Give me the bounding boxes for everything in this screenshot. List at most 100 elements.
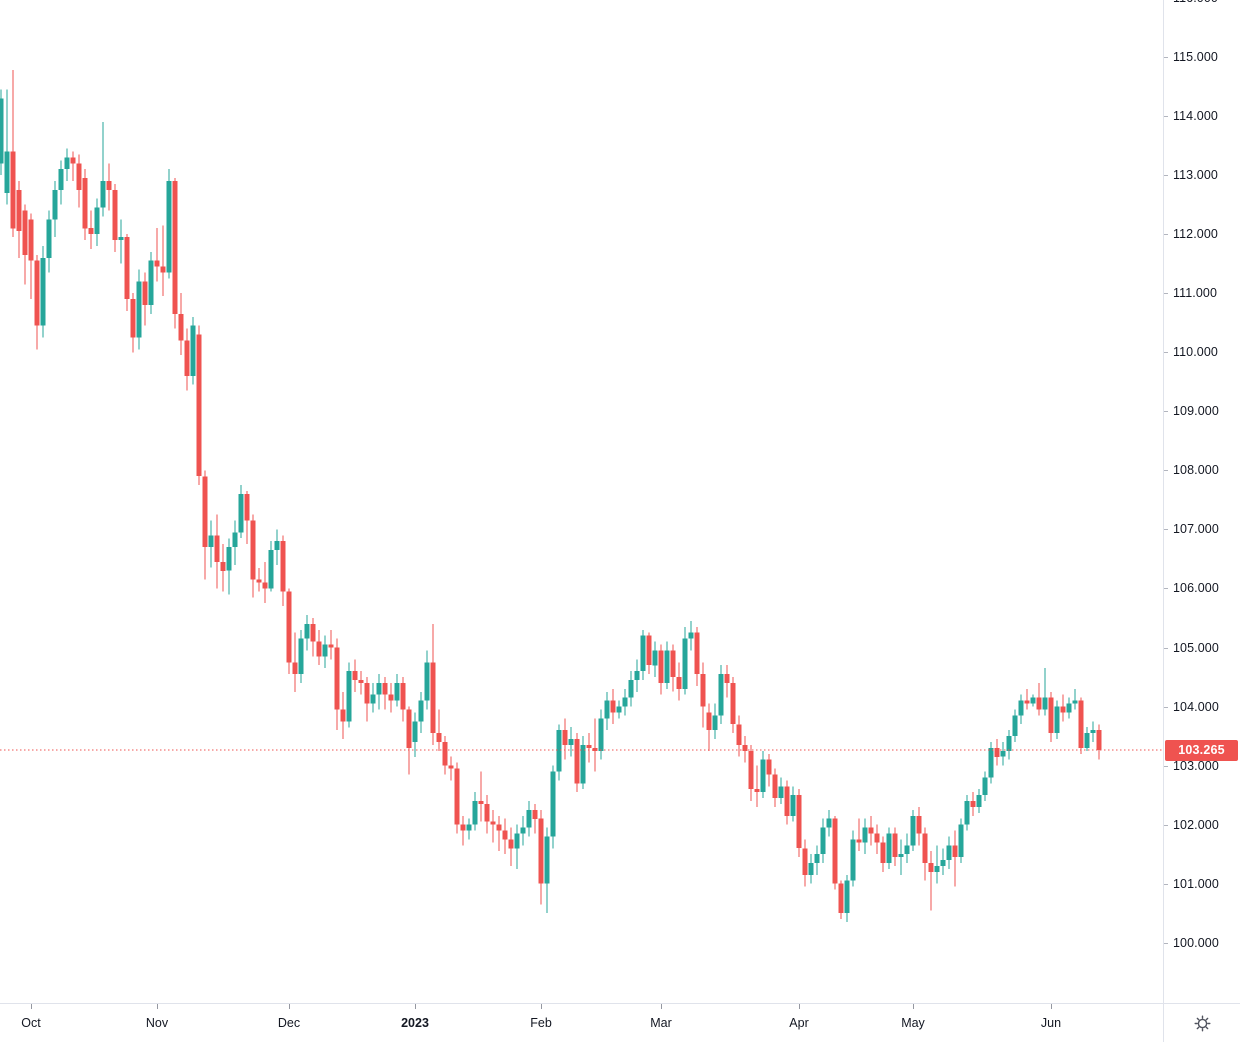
candle-2023-02-24 <box>640 629 646 680</box>
candle-2023-05-03 <box>922 827 928 881</box>
candle-2023-01-03 <box>412 712 418 757</box>
candle-2022-10-28 <box>142 272 148 326</box>
candle-2023-01-13 <box>460 815 466 846</box>
candle-2022-10-12 <box>70 151 76 181</box>
price-tick-label: 102.000 <box>1173 817 1219 832</box>
candle-2023-04-25 <box>886 827 892 869</box>
candle-2023-01-09 <box>436 709 442 751</box>
candle-2022-10-27 <box>136 269 142 350</box>
candle-2022-11-10 <box>196 325 202 486</box>
time-tick-label: 2023 <box>401 1016 429 1030</box>
candle-2022-12-29 <box>400 677 406 722</box>
candle-2023-01-26 <box>514 824 520 869</box>
candle-2023-02-06 <box>556 724 562 781</box>
price-tick-mark <box>1164 470 1168 472</box>
candle-2022-12-08 <box>316 629 322 666</box>
candle-2023-01-20 <box>490 809 496 843</box>
candle-2023-03-13 <box>706 703 712 751</box>
candle-2023-03-01 <box>658 644 664 695</box>
candle-2023-05-15 <box>970 792 976 816</box>
candle-2023-05-25 <box>1018 694 1024 725</box>
candle-2023-02-13 <box>586 733 592 763</box>
candle-2023-05-18 <box>988 742 994 784</box>
candle-2022-11-21 <box>238 485 244 539</box>
time-tick-mark <box>799 1004 800 1009</box>
settings-gear-icon[interactable] <box>1193 1014 1212 1033</box>
time-axis[interactable]: Oct Nov Dec 2023 Feb Mar Apr May Jun <box>0 1003 1163 1042</box>
candle-2023-01-31 <box>532 804 538 834</box>
candle-2023-05-16 <box>976 789 982 813</box>
candle-2022-12-09 <box>322 635 328 669</box>
candle-2023-02-14 <box>592 718 598 772</box>
candle-2022-11-07 <box>178 293 184 356</box>
price-tick-label: 107.000 <box>1173 522 1219 537</box>
candle-2022-10-13 <box>76 154 82 208</box>
candle-2023-04-05 <box>808 854 814 884</box>
candle-2022-11-04 <box>172 178 178 329</box>
candle-2023-04-04 <box>802 839 808 887</box>
candle-2023-06-08 <box>1078 697 1084 754</box>
time-tick-label: Apr <box>789 1016 809 1030</box>
candle-2023-04-18 <box>856 818 862 852</box>
candle-2023-03-02 <box>664 641 670 689</box>
time-tick-label: May <box>901 1016 925 1030</box>
candle-2023-02-22 <box>628 671 634 707</box>
candle-2022-11-22 <box>244 491 250 545</box>
candle-2023-05-22 <box>1000 742 1006 766</box>
time-tick-mark <box>661 1004 662 1009</box>
candle-2023-02-15 <box>598 709 604 760</box>
candle-2023-03-14 <box>712 703 718 739</box>
candle-2023-05-01 <box>910 809 916 852</box>
price-tick-label: 114.000 <box>1173 109 1218 123</box>
time-tick-label: Feb <box>530 1016 552 1030</box>
time-tick-mark <box>31 1004 32 1009</box>
candle-2023-04-24 <box>880 836 886 872</box>
candle-2023-04-21 <box>874 824 880 855</box>
price-tick-mark <box>1164 234 1168 236</box>
candle-2023-03-03 <box>670 644 676 692</box>
price-tick-label: 115.000 <box>1173 50 1218 64</box>
candle-2023-06-05 <box>1060 694 1066 722</box>
candle-2022-12-27 <box>388 682 394 713</box>
candle-2022-10-06 <box>46 210 52 273</box>
candle-2023-04-20 <box>868 815 874 846</box>
candle-2022-11-16 <box>220 544 226 592</box>
candle-2023-01-18 <box>478 771 484 822</box>
candle-2023-02-10 <box>580 736 586 790</box>
candle-2023-03-08 <box>688 620 694 651</box>
candle-2022-11-11 <box>202 470 208 580</box>
candle-2023-03-22 <box>748 744 754 801</box>
candle-2023-02-07 <box>562 718 568 760</box>
time-tick-label: Oct <box>21 1016 41 1030</box>
candle-2023-01-30 <box>526 801 532 837</box>
candle-2023-06-07 <box>1072 688 1078 710</box>
candle-2023-06-06 <box>1066 697 1072 719</box>
candle-2023-03-23 <box>754 765 760 807</box>
candle-2023-03-28 <box>772 768 778 807</box>
candle-2023-05-24 <box>1012 709 1018 742</box>
candle-2022-10-21 <box>112 184 118 252</box>
price-tick-mark <box>1164 588 1168 590</box>
candle-2023-04-27 <box>898 839 904 875</box>
time-tick-label: Dec <box>277 1016 301 1030</box>
candle-2023-06-12 <box>1090 721 1096 742</box>
candle-2023-04-06 <box>814 845 820 875</box>
candle-2023-05-10 <box>952 830 958 887</box>
candle-2023-02-02 <box>544 827 550 914</box>
candle-2022-12-20 <box>364 677 370 722</box>
candle-2022-11-24 <box>256 567 262 592</box>
candle-2023-05-12 <box>964 795 970 831</box>
candle-2023-06-02 <box>1054 700 1060 739</box>
candle-2023-03-20 <box>736 715 742 757</box>
price-chart-canvas[interactable] <box>0 0 1163 1003</box>
candle-2022-12-28 <box>394 674 400 707</box>
candle-2022-10-14 <box>82 169 88 241</box>
price-axis[interactable]: 103.265 116.000 115.000 114.000 113.000 112.… <box>1163 0 1240 1003</box>
candle-2022-10-19 <box>100 122 106 217</box>
candle-2023-01-16 <box>466 818 472 840</box>
candle-2023-03-15 <box>718 665 724 725</box>
candle-2023-03-30 <box>784 780 790 825</box>
price-tick-mark <box>1164 411 1168 413</box>
candle-2023-05-04 <box>928 851 934 911</box>
plot-area[interactable] <box>0 0 1163 1003</box>
